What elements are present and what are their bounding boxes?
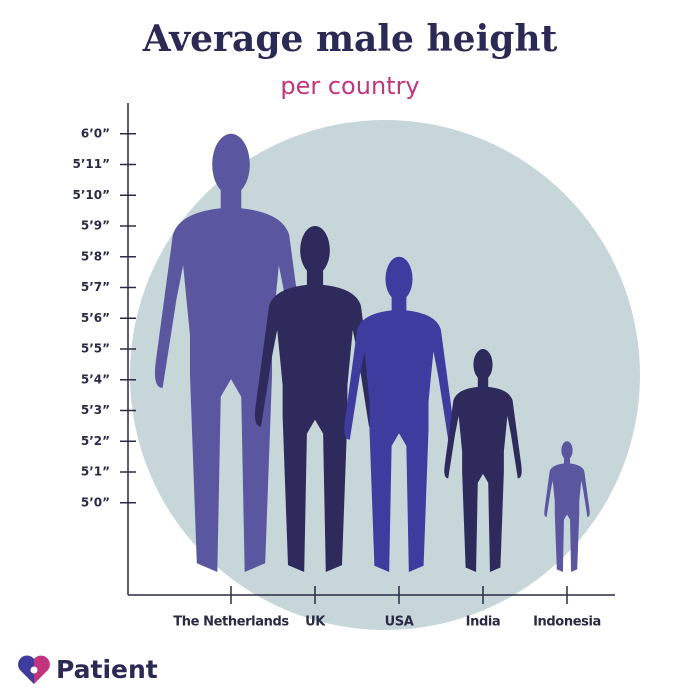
chart-title: Average male height xyxy=(142,18,558,60)
y-tick-label: 5’9” xyxy=(81,219,110,233)
logo-dot xyxy=(30,666,38,674)
figure xyxy=(154,133,308,572)
x-tick-label: UK xyxy=(305,615,326,630)
x-tick-label: Indonesia xyxy=(533,615,601,630)
y-tick-label: 6’0” xyxy=(81,126,110,140)
y-tick-label: 5’1” xyxy=(81,465,110,479)
x-tick-label: The Netherlands xyxy=(173,615,289,630)
figure xyxy=(254,226,376,572)
chart-subtitle: per country xyxy=(280,72,419,100)
y-tick-label: 5’8” xyxy=(81,249,110,263)
x-tick-label: India xyxy=(466,615,501,630)
logo: Patient xyxy=(18,655,158,684)
figure xyxy=(544,441,590,572)
y-tick-label: 5’7” xyxy=(81,280,110,294)
logo-heart-left xyxy=(18,655,34,684)
y-tick-label: 5’11” xyxy=(73,157,111,171)
figure xyxy=(344,256,454,572)
y-tick-label: 5’3” xyxy=(81,403,110,417)
logo-text: Patient xyxy=(56,655,158,684)
figure xyxy=(444,349,522,572)
y-tick-label: 5’2” xyxy=(81,434,110,448)
y-tick-label: 5’4” xyxy=(81,372,110,386)
y-tick-label: 5’6” xyxy=(81,311,110,325)
y-tick-label: 5’0” xyxy=(81,495,110,509)
y-tick-label: 5’10” xyxy=(73,188,111,202)
x-tick-label: USA xyxy=(385,615,414,630)
y-tick-label: 5’5” xyxy=(81,342,110,356)
